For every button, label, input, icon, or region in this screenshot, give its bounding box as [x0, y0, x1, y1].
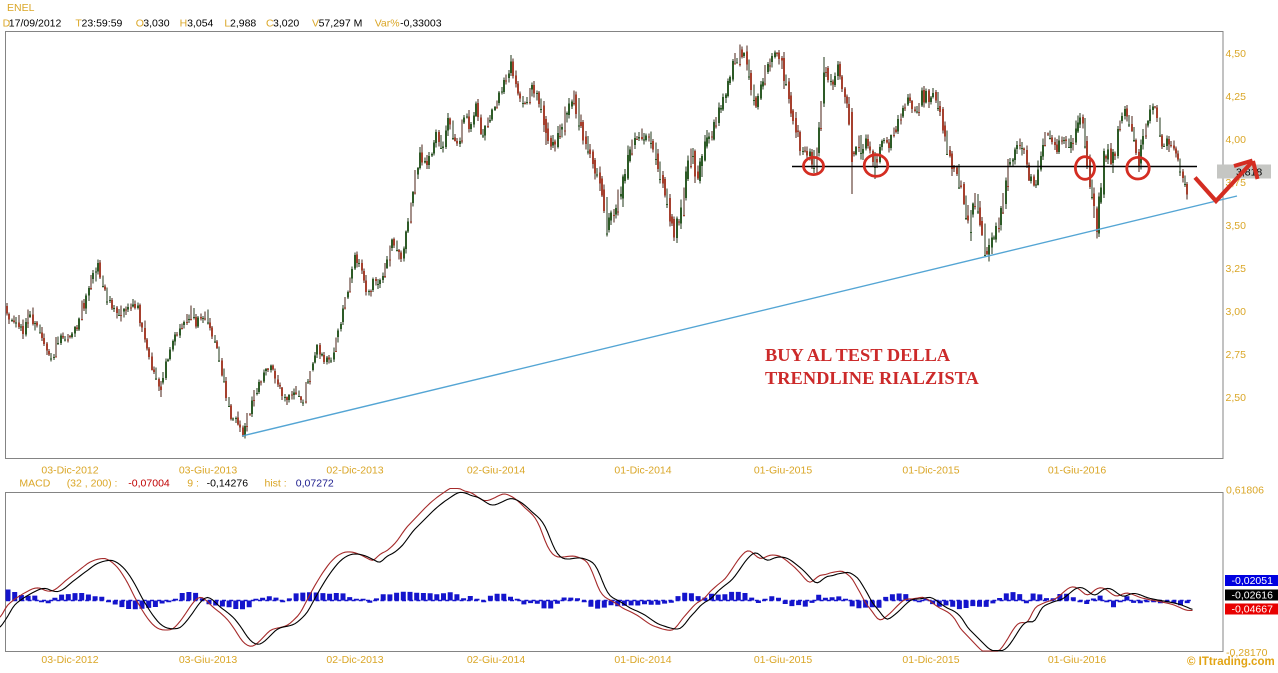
svg-text:L: L — [224, 18, 230, 30]
svg-text:3,50: 3,50 — [1226, 220, 1247, 232]
svg-text:-0,04667: -0,04667 — [1232, 604, 1274, 616]
svg-text:23:59:59: 23:59:59 — [82, 18, 123, 30]
svg-text:-0,14276: -0,14276 — [207, 478, 249, 490]
svg-text:01-Giu-2016: 01-Giu-2016 — [1048, 654, 1107, 666]
svg-text:4,00: 4,00 — [1226, 134, 1247, 146]
svg-text:MACD: MACD — [19, 478, 50, 490]
svg-text:Var%: Var% — [375, 18, 400, 30]
svg-text:02-Giu-2014: 02-Giu-2014 — [467, 654, 526, 666]
svg-text:01-Giu-2015: 01-Giu-2015 — [754, 654, 813, 666]
svg-text:2,50: 2,50 — [1226, 392, 1247, 404]
svg-text:03-Dic-2012: 03-Dic-2012 — [41, 654, 98, 666]
svg-text:C: C — [266, 18, 274, 30]
svg-text:O: O — [136, 18, 144, 30]
svg-text:2,75: 2,75 — [1226, 349, 1247, 361]
svg-text:3,020: 3,020 — [273, 18, 299, 30]
svg-text:01-Dic-2014: 01-Dic-2014 — [614, 654, 671, 666]
svg-text:01-Giu-2016: 01-Giu-2016 — [1048, 465, 1107, 477]
svg-text:3,25: 3,25 — [1226, 263, 1247, 275]
svg-text:9 :: 9 : — [187, 478, 199, 490]
svg-text:3,054: 3,054 — [187, 18, 213, 30]
svg-text:57,297 M: 57,297 M — [319, 18, 363, 30]
svg-text:0,07272: 0,07272 — [296, 478, 334, 490]
svg-text:ENEL: ENEL — [7, 2, 35, 14]
svg-text:(32 , 200) :: (32 , 200) : — [67, 478, 118, 490]
svg-text:V: V — [312, 18, 319, 30]
svg-text:-0,02051: -0,02051 — [1232, 575, 1274, 587]
svg-text:03-Dic-2012: 03-Dic-2012 — [41, 465, 98, 477]
svg-text:02-Dic-2013: 02-Dic-2013 — [326, 465, 383, 477]
svg-text:-0,33003: -0,33003 — [400, 18, 442, 30]
svg-text:hist :: hist : — [265, 478, 287, 490]
svg-text:TRENDLINE RIALZISTA: TRENDLINE RIALZISTA — [765, 368, 979, 388]
svg-text:BUY AL TEST DELLA: BUY AL TEST DELLA — [765, 345, 951, 365]
svg-text:D: D — [3, 18, 11, 30]
svg-text:T: T — [75, 18, 82, 30]
svg-text:H: H — [180, 18, 188, 30]
svg-text:3,00: 3,00 — [1226, 306, 1247, 318]
svg-text:-0,07004: -0,07004 — [128, 478, 170, 490]
svg-text:-0,28170: -0,28170 — [1226, 647, 1268, 659]
svg-text:03-Giu-2013: 03-Giu-2013 — [179, 654, 238, 666]
svg-text:01-Dic-2015: 01-Dic-2015 — [902, 654, 959, 666]
svg-text:4,50: 4,50 — [1226, 48, 1247, 60]
svg-text:-0,02616: -0,02616 — [1232, 590, 1274, 602]
svg-text:02-Giu-2014: 02-Giu-2014 — [467, 465, 526, 477]
svg-text:01-Giu-2015: 01-Giu-2015 — [754, 465, 813, 477]
svg-text:02-Dic-2013: 02-Dic-2013 — [326, 654, 383, 666]
svg-text:4,25: 4,25 — [1226, 91, 1247, 103]
svg-text:03-Giu-2013: 03-Giu-2013 — [179, 465, 238, 477]
svg-text:17/09/2012: 17/09/2012 — [9, 18, 62, 30]
svg-text:2,988: 2,988 — [230, 18, 256, 30]
svg-text:3,030: 3,030 — [143, 18, 169, 30]
svg-text:© ITtrading.com: © ITtrading.com — [1187, 656, 1275, 668]
svg-text:01-Dic-2015: 01-Dic-2015 — [902, 465, 959, 477]
svg-text:0,61806: 0,61806 — [1226, 485, 1264, 497]
svg-text:01-Dic-2014: 01-Dic-2014 — [614, 465, 671, 477]
